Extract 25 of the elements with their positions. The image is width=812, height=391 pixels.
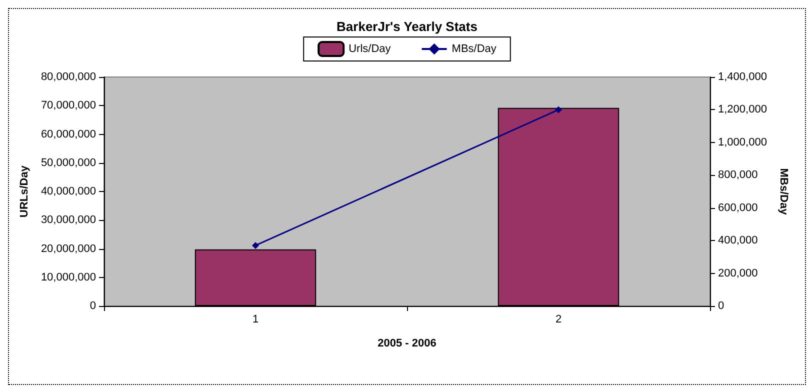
x-axis-title: 2005 - 2006 xyxy=(378,338,436,350)
y2-tick-label: 0 xyxy=(718,300,724,312)
y2-tick-label: 600,000 xyxy=(718,202,758,214)
y-tick-label: 20,000,000 xyxy=(40,242,96,255)
x-tick-label: 1 xyxy=(252,314,259,326)
y-tick-label: 60,000,000 xyxy=(40,128,96,140)
y2-tick-label: 1,400,000 xyxy=(718,71,767,83)
y-tick-label: 10,000,000 xyxy=(40,271,96,284)
y-tick-label: 30,000,000 xyxy=(40,214,96,226)
legend-label: Urls/Day xyxy=(348,43,392,55)
y-tick-label: 40,000,000 xyxy=(40,186,96,198)
y2-axis-title: MBs/Day xyxy=(777,168,790,216)
y2-tick-label: 400,000 xyxy=(718,234,758,247)
y-axis-title: URLs/Day xyxy=(18,164,31,218)
chart-title: BarkerJr's Yearly Stats xyxy=(336,19,478,34)
y-tick-label: 70,000,000 xyxy=(40,100,96,112)
y2-tick-label: 800,000 xyxy=(718,169,758,182)
y-tick-label: 80,000,000 xyxy=(40,71,96,83)
x-tick-label: 2 xyxy=(555,314,562,326)
y2-tick-label: 1,000,000 xyxy=(718,136,767,148)
y-tick-label: 50,000,000 xyxy=(40,156,96,169)
y2-tick-label: 1,200,000 xyxy=(718,104,767,116)
y2-tick-label: 200,000 xyxy=(718,267,758,280)
legend-label: MBs/Day xyxy=(452,43,497,55)
y-tick-label: 0 xyxy=(90,300,96,312)
